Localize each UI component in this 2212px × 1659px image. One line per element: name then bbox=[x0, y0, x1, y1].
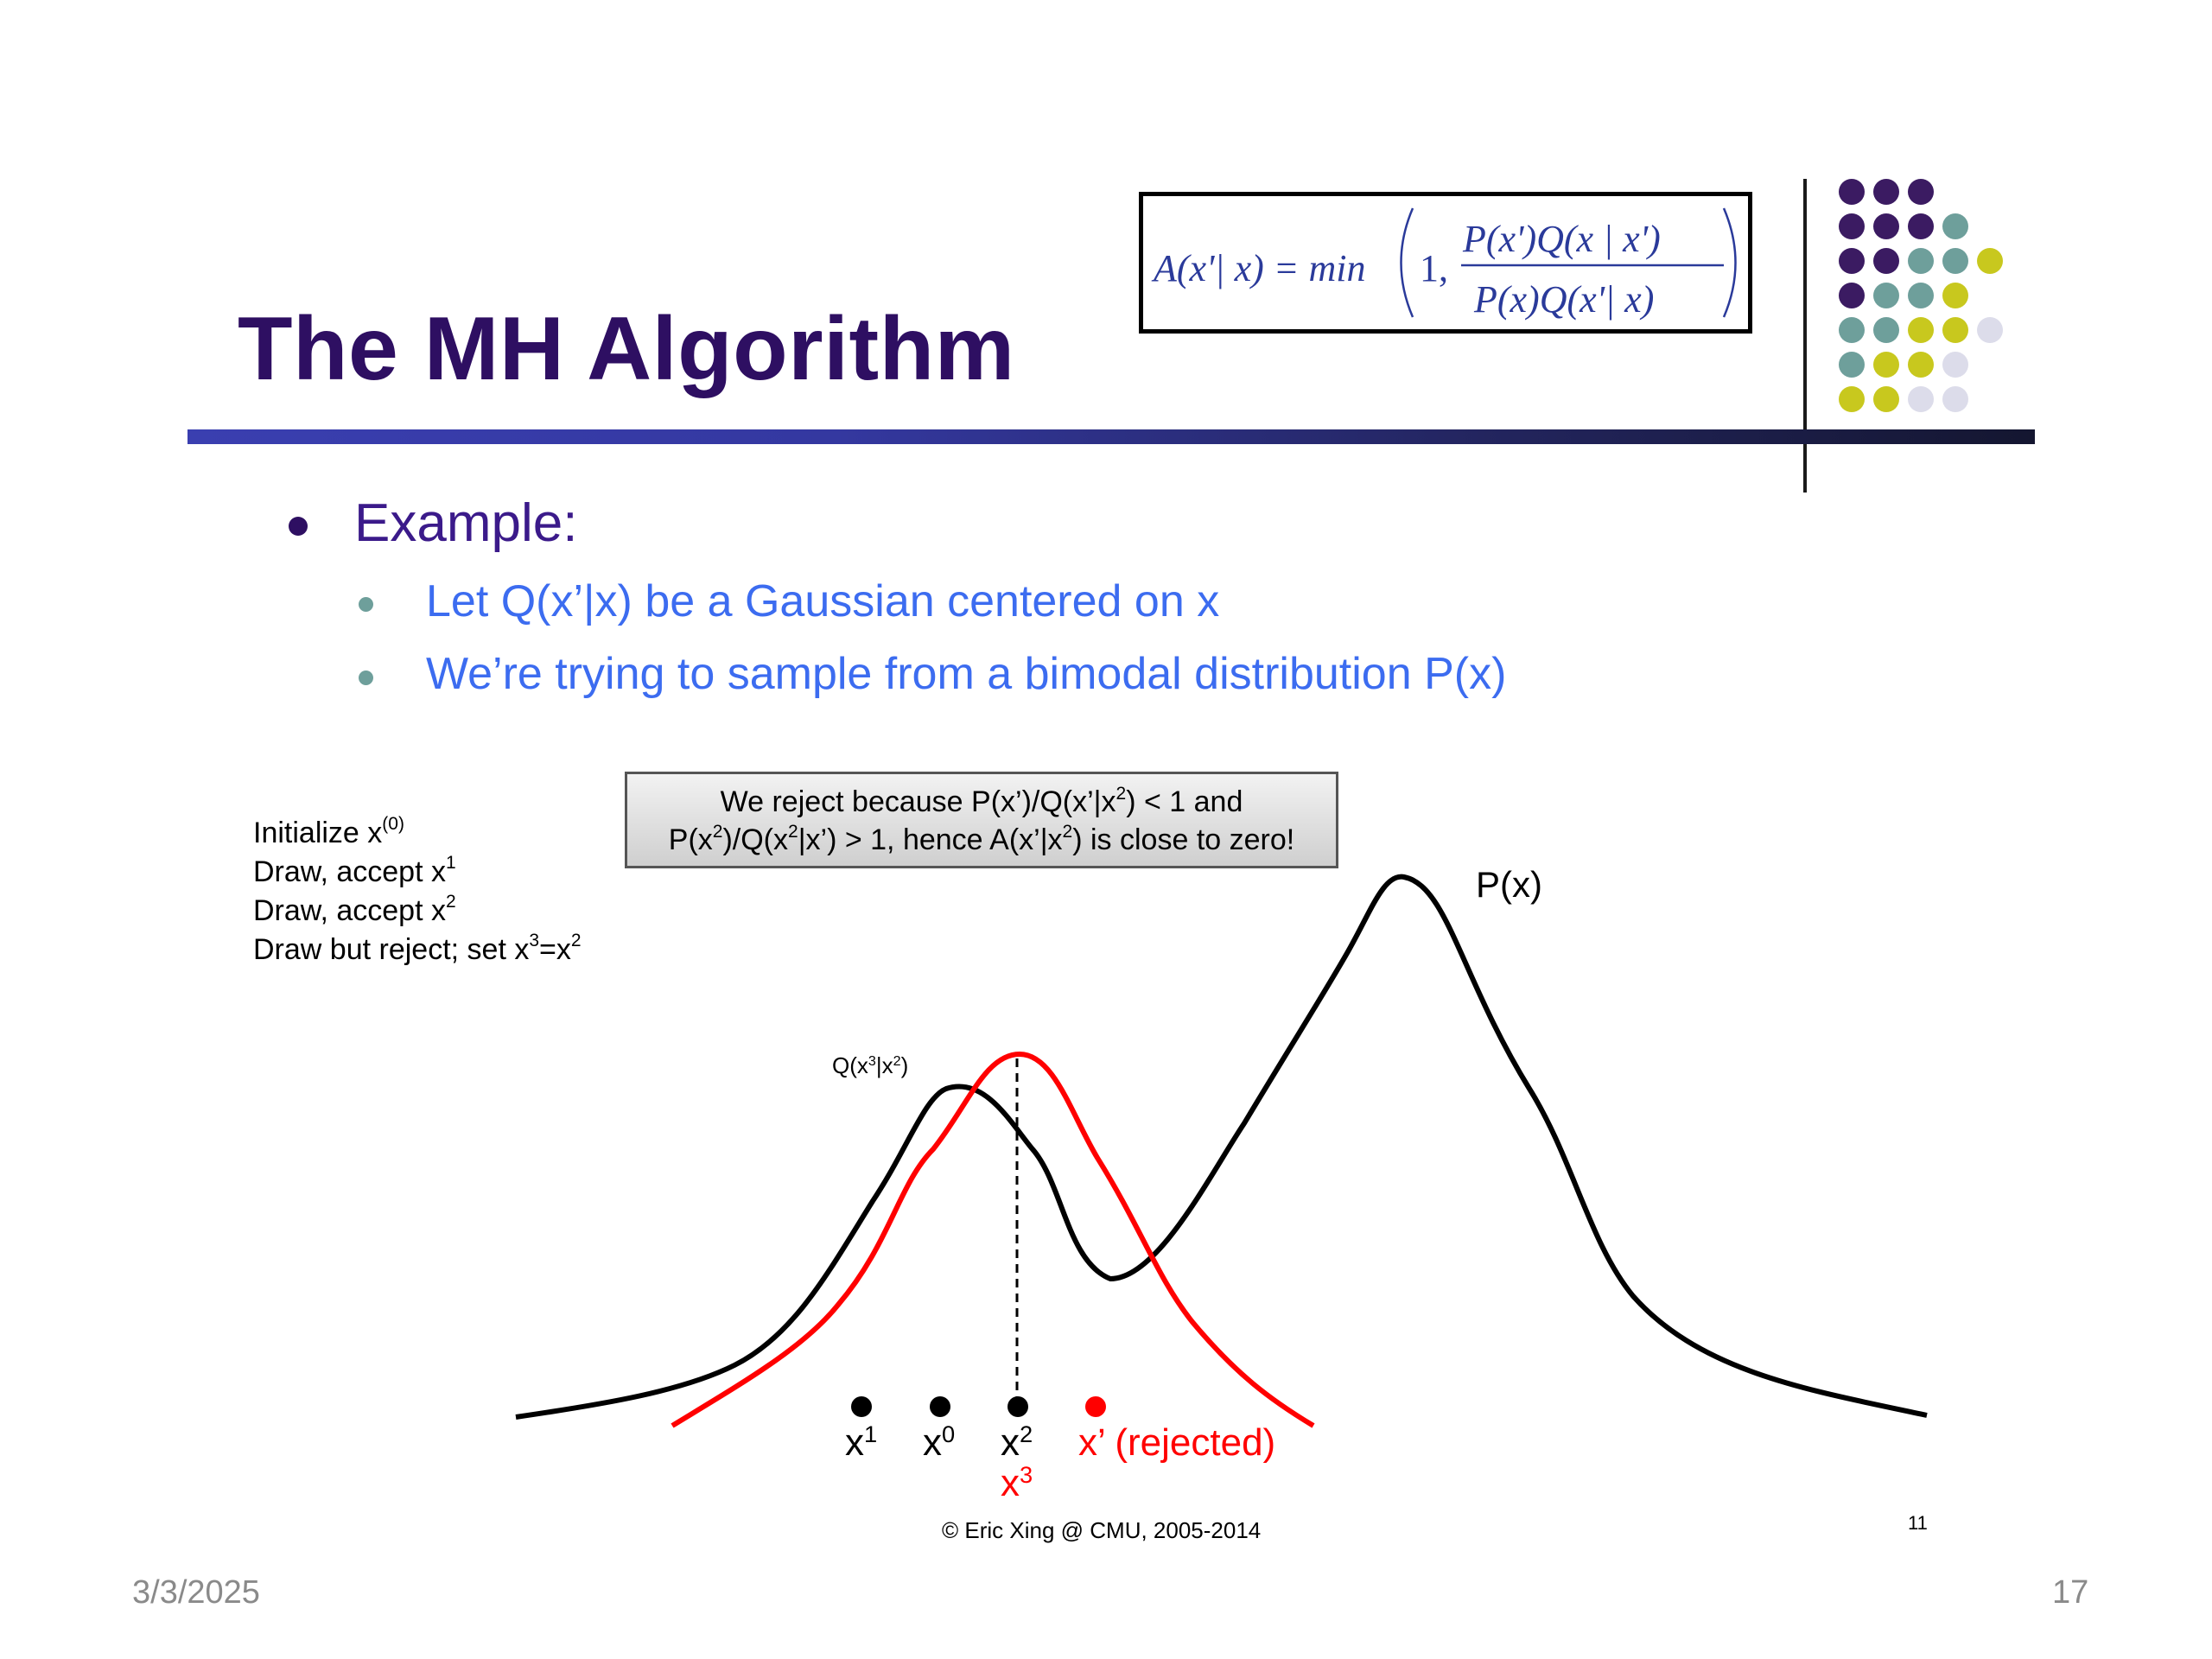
decorative-dot bbox=[1908, 179, 1934, 205]
sub-bullet-dot bbox=[359, 597, 373, 612]
algorithm-steps: Initialize x(0) Draw, accept x1 Draw, ac… bbox=[253, 814, 582, 969]
decorative-dot bbox=[1873, 386, 1899, 412]
step-initialize: Initialize x(0) bbox=[253, 814, 404, 849]
decorative-dot bbox=[1873, 248, 1899, 274]
x2-label: x2 bbox=[1001, 1421, 1033, 1464]
decorative-dot bbox=[1908, 213, 1934, 239]
decorative-dot bbox=[1873, 283, 1899, 308]
slide-number: 17 bbox=[2052, 1574, 2089, 1611]
sub-bullet-dot bbox=[359, 671, 373, 685]
decorative-dot bbox=[1839, 213, 1865, 239]
decorative-dot bbox=[1908, 317, 1934, 343]
decorative-dot bbox=[1942, 386, 1968, 412]
formula-left-paren bbox=[1400, 207, 1414, 318]
decorative-dot bbox=[1942, 248, 1968, 274]
xprime-rejected-label: x’ (rejected) bbox=[1078, 1421, 1276, 1464]
decorative-dot bbox=[1839, 386, 1865, 412]
decorative-dot bbox=[1908, 386, 1934, 412]
x3-label: x3 bbox=[1001, 1461, 1033, 1504]
decorative-dot bbox=[1839, 352, 1865, 378]
decorative-dot bbox=[1977, 248, 2003, 274]
formula-numerator: P(x')Q(x | x') bbox=[1462, 218, 1661, 260]
slide-title: The MH Algorithm bbox=[238, 299, 1015, 399]
decorative-dot bbox=[1942, 352, 1968, 378]
acceptance-formula: A(x'| x) = min 1, P(x')Q(x | x') P(x)Q(x… bbox=[1139, 192, 1752, 334]
credit-text: © Eric Xing @ CMU, 2005-2014 bbox=[942, 1517, 1262, 1543]
proposal-label: Q(x3|x2) bbox=[832, 1052, 909, 1078]
proposal-distribution-curve bbox=[671, 1052, 1315, 1428]
decorative-dot bbox=[1839, 248, 1865, 274]
bullet-example: Example: bbox=[354, 493, 578, 553]
decorative-dot bbox=[1908, 283, 1934, 308]
formula-one: 1, bbox=[1420, 247, 1448, 289]
x0-label: x0 bbox=[923, 1421, 956, 1464]
sample-xprime-dot bbox=[1085, 1396, 1106, 1417]
decorative-dot bbox=[1873, 352, 1899, 378]
sub-bullet-2: We’re trying to sample from a bimodal di… bbox=[426, 649, 1507, 699]
vertical-divider bbox=[1803, 179, 1807, 493]
decorative-dot bbox=[1839, 317, 1865, 343]
step-accept-2: Draw, accept x2 bbox=[253, 892, 456, 927]
inner-page-number: 11 bbox=[1908, 1512, 1928, 1534]
decorative-dot bbox=[1873, 317, 1899, 343]
decorative-dot bbox=[1873, 213, 1899, 239]
slide-date: 3/3/2025 bbox=[132, 1574, 260, 1611]
formula-lhs: A(x'| x) = min bbox=[1151, 247, 1365, 289]
x1-label: x1 bbox=[845, 1421, 878, 1464]
decorative-dot bbox=[1839, 283, 1865, 308]
decorative-dot bbox=[1942, 317, 1968, 343]
sub-bullet-1: Let Q(x’|x) be a Gaussian centered on x bbox=[426, 576, 1220, 626]
target-distribution-curve bbox=[515, 874, 1928, 1420]
formula-right-paren bbox=[1722, 207, 1737, 318]
title-underline bbox=[188, 429, 2035, 444]
decorative-dot bbox=[1908, 248, 1934, 274]
sample-x2-dot bbox=[1007, 1396, 1028, 1417]
step-accept-1: Draw, accept x1 bbox=[253, 853, 456, 888]
decorative-dot bbox=[1977, 317, 2003, 343]
bullet-dot bbox=[289, 517, 308, 536]
decorative-dot bbox=[1908, 352, 1934, 378]
decorative-dot bbox=[1942, 283, 1968, 308]
step-reject: Draw but reject; set x3=x2 bbox=[253, 931, 582, 966]
decorative-dot bbox=[1873, 179, 1899, 205]
decorative-dot bbox=[1839, 179, 1865, 205]
rejection-callout: We reject because P(x’)/Q(x’|x2) < 1 and… bbox=[625, 772, 1338, 868]
formula-denominator: P(x)Q(x'| x) bbox=[1473, 278, 1654, 321]
decorative-dot bbox=[1942, 213, 1968, 239]
target-label: P(x) bbox=[1476, 864, 1542, 905]
sample-x1-dot bbox=[851, 1396, 872, 1417]
sample-x0-dot bbox=[930, 1396, 950, 1417]
